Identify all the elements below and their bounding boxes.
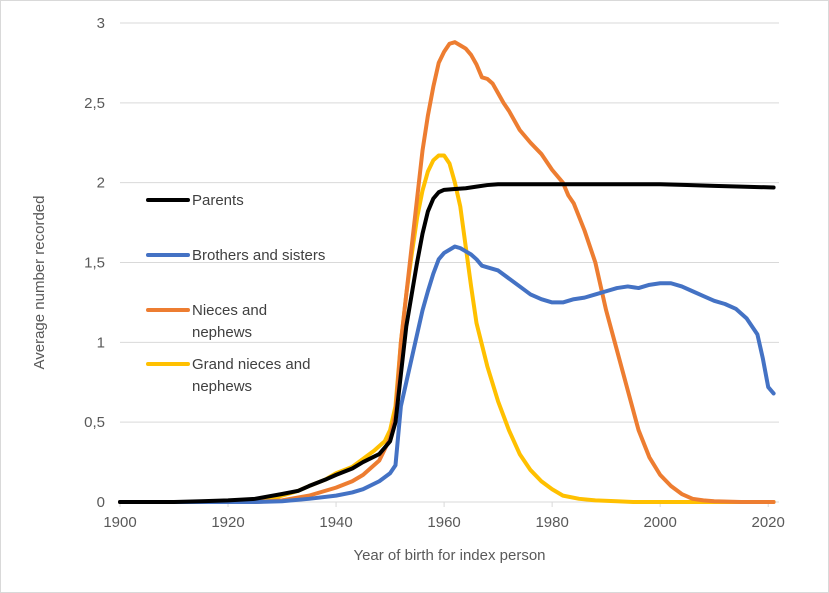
y-tick-label: 0 bbox=[97, 494, 105, 511]
y-tick-labels: 0 0,5 1 1,5 2 2,5 3 bbox=[84, 15, 105, 511]
y-tick-label: 2 bbox=[97, 175, 105, 192]
gridlines bbox=[120, 22, 779, 423]
series-line-nieces-and-nephews bbox=[118, 40, 776, 504]
y-tick-label: 0,5 bbox=[84, 414, 105, 431]
series-lines bbox=[118, 40, 776, 504]
y-tick-label: 3 bbox=[97, 15, 105, 32]
series-line-parents bbox=[118, 182, 776, 504]
y-tick-label: 2,5 bbox=[84, 95, 105, 112]
legend-label: Parents bbox=[192, 192, 244, 209]
series-line-brothers-and-sisters bbox=[118, 244, 776, 504]
legend-label: Nieces and bbox=[192, 302, 267, 319]
x-tick-label: 1980 bbox=[535, 514, 568, 531]
y-tick-label: 1 bbox=[97, 334, 105, 351]
x-tick-label: 2020 bbox=[752, 514, 785, 531]
y-tick-label: 1,5 bbox=[84, 255, 105, 272]
x-tick-label: 1960 bbox=[427, 514, 460, 531]
legend-label: nephews bbox=[192, 378, 252, 395]
x-tick-label: 2000 bbox=[643, 514, 676, 531]
x-axis-title: Year of birth for index person bbox=[353, 547, 545, 564]
x-tick-labels: 1900 1920 1940 1960 1980 2000 2020 bbox=[103, 502, 785, 531]
legend-label: Brothers and sisters bbox=[192, 247, 325, 264]
y-axis-title: Average number recorded bbox=[31, 196, 48, 370]
x-tick-label: 1900 bbox=[103, 514, 136, 531]
legend-label: Grand nieces and bbox=[192, 356, 310, 373]
x-tick-label: 1940 bbox=[319, 514, 352, 531]
x-tick-label: 1920 bbox=[211, 514, 244, 531]
legend-label: nephews bbox=[192, 324, 252, 341]
legend: Parents Brothers and sisters Nieces and nep… bbox=[146, 192, 325, 395]
